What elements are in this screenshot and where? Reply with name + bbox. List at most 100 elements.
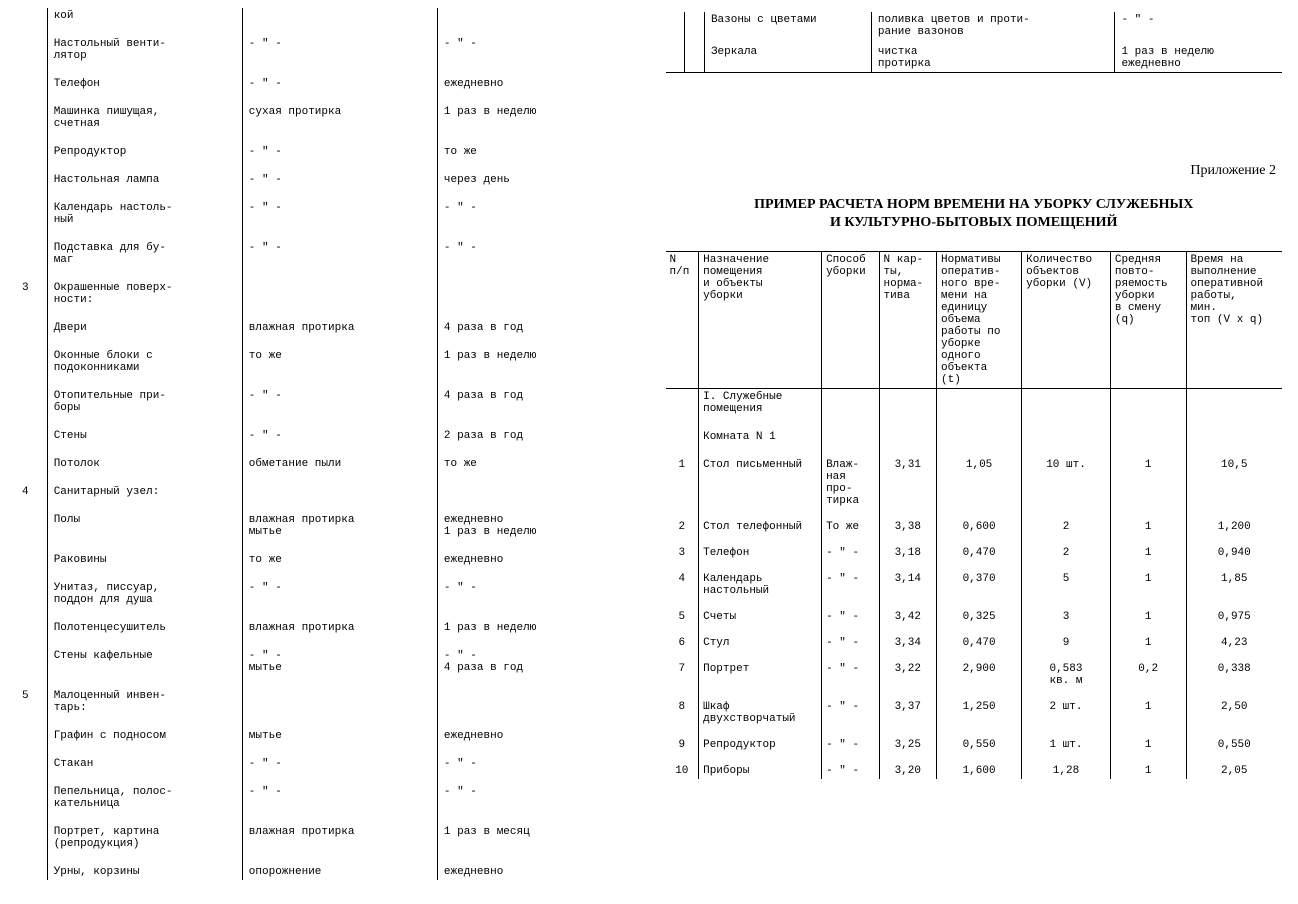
object-name: Телефон [47,76,242,92]
row-number [16,784,47,812]
object-name: Настольная лампа [47,172,242,188]
time-total: 2,50 [1186,699,1282,727]
table-row [16,24,633,36]
time-norm: 1,600 [937,763,1022,779]
table-row: 4Календарьнастольный- " -3,140,370511,85 [666,571,1283,599]
table-row [666,727,1283,737]
table-row: 4Санитарный узел: [16,484,633,500]
cleaning-method: - " - [822,635,879,651]
row-number: 1 [666,457,699,509]
column-header: N кар-ты,норма-тива [879,252,936,389]
object-count: 3 [1022,609,1111,625]
row-number [16,728,47,744]
object-name: Машинка пишущая,счетная [47,104,242,132]
table-row [666,509,1283,519]
table-row [666,651,1283,661]
row-number: 5 [666,609,699,625]
cleaning-method: - " - [822,763,879,779]
row-number [16,456,47,472]
cleaning-method [242,280,437,308]
cleaning-method: - " - [242,172,437,188]
table-row: Унитаз, писсуар,поддон для душа- " -- " … [16,580,633,608]
cleaning-method: влажная протирка [242,320,437,336]
frequency: ежедневно [437,728,632,744]
frequency: - " - [437,240,632,268]
object-name: Портрет [699,661,822,689]
object-count: 2 [1022,545,1111,561]
section-heading: ПРИМЕР РАСЧЕТА НОРМ ВРЕМЕНИ НА УБОРКУ СЛ… [666,197,1283,213]
table-row: 3Телефон- " -3,180,470210,940 [666,545,1283,561]
row-number [16,824,47,852]
table-row: 8Шкафдвухстворчатый- " -3,371,2502 шт.12… [666,699,1283,727]
object-name: Настольный венти-лятор [47,36,242,64]
cleaning-method: - " - [822,571,879,599]
row-number [16,756,47,772]
table-row [16,228,633,240]
object-name: Счеты [699,609,822,625]
repeat-avg: 1 [1110,519,1186,535]
cleaning-method: - " - [242,240,437,268]
row-number [16,104,47,132]
table-row [16,308,633,320]
table-row [16,812,633,824]
card-number: 3,22 [879,661,936,689]
frequency: - " - [437,756,632,772]
object-name: Календарь настоль-ный [47,200,242,228]
column-header: Время навыполнениеоперативнойработы,мин.… [1186,252,1282,389]
frequency: - " -4 раза в год [437,648,632,676]
cleaning-method: - " -мытье [242,648,437,676]
table-row [666,535,1283,545]
row-number: 3 [666,545,699,561]
row-number [16,200,47,228]
time-total: 0,550 [1186,737,1282,753]
frequency: через день [437,172,632,188]
frequency: 1 раз в неделюежедневно [1115,44,1282,73]
cleaning-method: - " - [242,36,437,64]
object-name: Пепельница, полос-кательница [47,784,242,812]
time-total: 2,05 [1186,763,1282,779]
card-number: 3,42 [879,609,936,625]
repeat-avg: 1 [1110,457,1186,509]
table-row: Дверивлажная протирка4 раза в год [16,320,633,336]
object-name: Окрашенные поверх-ности: [47,280,242,308]
object-name: Оконные блоки сподоконниками [47,348,242,376]
frequency: 2 раза в год [437,428,632,444]
object-name: Календарьнастольный [699,571,822,599]
column-header: Количествообъектовуборки (V) [1022,252,1111,389]
object-name: Репродуктор [47,144,242,160]
repeat-avg: 1 [1110,763,1186,779]
frequency: то же [437,456,632,472]
row-number [16,36,47,64]
row-number [16,428,47,444]
cleaning-method: Влаж-наяпро-тирка [822,457,879,509]
frequency: ежедневно [437,864,632,880]
object-count: 5 [1022,571,1111,599]
table-row [16,188,633,200]
cleaning-method: - " - [242,784,437,812]
object-name: Шкафдвухстворчатый [699,699,822,727]
cleaning-method: влажная протиркамытье [242,512,437,540]
frequency: - " - [437,36,632,64]
table-row: 6Стул- " -3,340,470914,23 [666,635,1283,651]
cleaning-method: - " - [822,737,879,753]
cleaning-method: поливка цветов и проти-рание вазонов [871,12,1115,40]
frequency: 4 раза в год [437,320,632,336]
row-number: 4 [666,571,699,599]
cleaning-method: опорожнение [242,864,437,880]
repeat-avg: 1 [1110,635,1186,651]
frequency [437,484,632,500]
table-row: Вазоны с цветамиполивка цветов и проти-р… [666,12,1283,40]
cleaning-method: - " - [242,756,437,772]
cleaning-method: мытье [242,728,437,744]
table-row: Полывлажная протиркамытьеежедневно1 раз … [16,512,633,540]
object-name: Телефон [699,545,822,561]
col-spacer [666,44,685,73]
time-norm: 0,550 [937,737,1022,753]
frequency: 4 раза в год [437,388,632,416]
table-row [16,636,633,648]
cleaning-method: - " - [822,609,879,625]
object-name: Стакан [47,756,242,772]
object-count: 10 шт. [1022,457,1111,509]
table-row [16,376,633,388]
time-norm: 0,470 [937,635,1022,651]
